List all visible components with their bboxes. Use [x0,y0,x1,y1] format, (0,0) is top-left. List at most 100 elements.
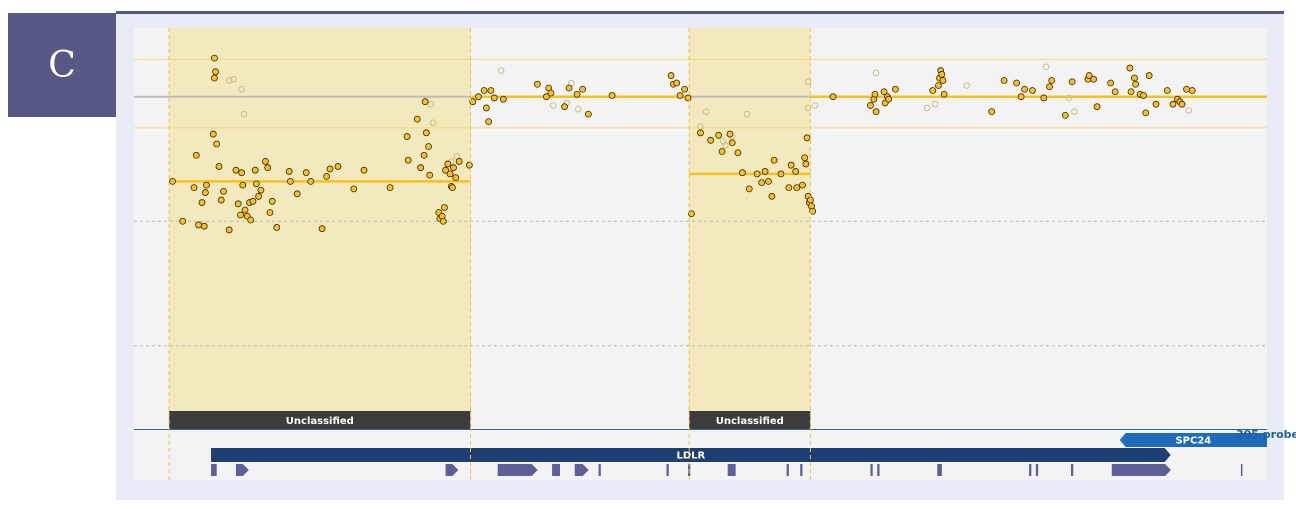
probe-point [452,174,460,182]
probe-point [768,192,776,200]
probe-point [215,163,223,170]
probe-point [190,184,198,192]
probe-point [360,166,368,174]
probe-point [413,115,421,123]
probe-point [1178,100,1186,108]
probe-point [318,225,326,233]
faint-probe-point [549,102,557,109]
probe-point [667,72,675,79]
exon [598,464,601,476]
faint-probe-point [1042,63,1050,71]
exon [1035,464,1039,476]
probe-point [499,95,507,103]
probe-point [482,104,490,112]
probe-point [561,103,568,111]
probe-point [726,130,734,138]
faint-probe-point [230,75,238,83]
probe-point [232,166,240,174]
probe-point [707,136,715,144]
probe-point [238,169,246,177]
exon [1111,464,1172,476]
probe-point [745,185,753,193]
copy-number-chart: Unclassified Unclassified LDLR SPC24 [134,28,1267,480]
exon [727,464,736,476]
probe-point [201,189,209,196]
faint-probe-point [1071,108,1078,115]
probe-point [803,134,811,142]
probe-point [211,74,218,82]
probe-point [792,168,800,175]
probe-point [217,196,225,204]
probe-point [929,87,937,94]
exon [666,464,669,476]
segment-region [689,28,811,411]
probe-point [1090,75,1098,83]
faint-probe-point [1185,107,1193,114]
probe-point [1021,85,1028,93]
probe-point [761,168,769,175]
chart-frame: Unclassified Unclassified LDLR SPC24 305 p… [116,11,1296,500]
probe-point [988,108,996,116]
segment-label: Unclassified [716,416,784,427]
probe-point [241,206,249,214]
probe-point [403,133,411,140]
probe-point [293,190,301,198]
exon [574,464,589,476]
probe-point [417,164,425,172]
probe-point [739,169,746,177]
probe-point [1126,64,1134,72]
probe-point [255,192,263,200]
probe-point [455,158,463,165]
probe-point [404,156,412,164]
probe-point [728,139,736,147]
probe-point [1048,77,1056,84]
probe-point [268,197,276,205]
exon [1240,464,1243,476]
probe-point [565,84,573,92]
faint-probe-point [1065,94,1073,102]
probe-point [573,90,581,98]
probe-point [200,222,208,230]
probe-point [1046,83,1053,91]
faint-probe-point [722,141,729,149]
probe-point [777,170,785,178]
probe-point [829,93,837,101]
probe-point [787,161,795,169]
gene-bar [211,448,1171,462]
faint-probe-point [804,78,812,86]
probe-point [543,93,550,101]
probe-point [688,210,695,218]
probe-point [579,85,587,93]
probe-point [880,88,888,96]
probe-point [179,217,187,225]
probe-point [1183,85,1190,93]
probe-point [420,151,428,159]
probe-point [237,211,244,219]
probe-point [247,216,255,224]
probe-point [676,92,684,99]
probe-point [770,156,778,164]
probe-point [1169,100,1177,108]
probe-point [213,140,221,148]
probe-point [386,184,394,192]
probe-point [1068,78,1076,86]
probe-point [195,221,202,229]
probe-point [225,226,233,234]
probe-point [448,184,456,192]
segment-region [169,28,471,411]
exon [1070,464,1074,476]
exon [786,464,789,476]
probe-point [1000,77,1008,84]
probe-point [1132,80,1139,88]
probe-point [885,95,892,103]
faint-probe-point [923,104,931,112]
faint-probe-point [427,100,435,108]
probe-point [209,130,217,138]
probe-point [262,158,269,165]
probe-point [252,180,260,188]
segment-label: Unclassified [286,416,354,427]
faint-probe-point [240,110,248,118]
exon [497,464,538,476]
faint-probe-point [963,82,971,89]
exon [211,464,217,476]
